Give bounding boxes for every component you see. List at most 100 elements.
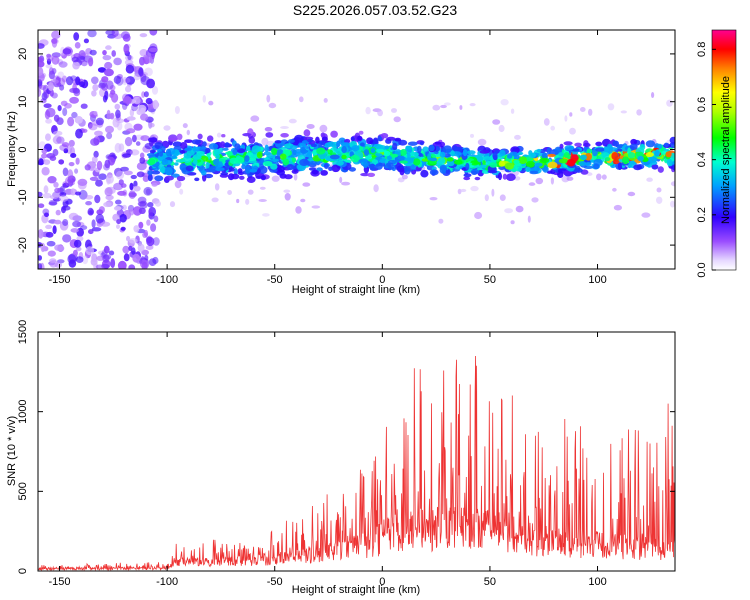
spectrogram-blob bbox=[299, 96, 304, 103]
spectrogram-blob bbox=[639, 144, 646, 151]
spectrogram-blob bbox=[128, 238, 138, 244]
spectrogram-blob bbox=[98, 82, 106, 89]
spectrogram-blob bbox=[81, 128, 88, 133]
spectrogram-blob bbox=[112, 117, 120, 128]
spectrogram-blob bbox=[133, 185, 141, 192]
spectrogram-blob bbox=[45, 231, 54, 238]
spectrogram-blob bbox=[50, 79, 59, 84]
spectrogram-blob bbox=[250, 154, 259, 159]
spectrogram-blob bbox=[192, 146, 197, 152]
spectrogram-blob bbox=[38, 255, 42, 261]
spectrogram-blob bbox=[539, 157, 550, 164]
spectrogram-blob bbox=[67, 254, 77, 264]
spectrogram-blob bbox=[89, 49, 97, 56]
spectrogram-blob bbox=[38, 66, 44, 76]
spectrogram-blob bbox=[300, 146, 306, 154]
spectrogram-blob bbox=[91, 156, 98, 164]
spectrogram-blob bbox=[129, 182, 134, 191]
spectrogram-blob bbox=[236, 198, 240, 204]
spectrogram-blob bbox=[375, 153, 383, 157]
spectrogram-blob bbox=[114, 103, 121, 110]
spectrogram-blob bbox=[164, 167, 173, 176]
spectrogram-blob bbox=[554, 146, 563, 154]
spectrogram-blob bbox=[622, 156, 630, 165]
spectrogram-blob bbox=[460, 188, 467, 193]
spectrogram-blob bbox=[438, 218, 444, 224]
spectrogram-blob bbox=[148, 209, 153, 219]
spectrogram-blob bbox=[651, 92, 655, 98]
spectrogram-y-axis: -20 -10 0 10 20 bbox=[17, 48, 675, 253]
spectrogram-blob bbox=[111, 30, 119, 37]
spectrogram-blob bbox=[474, 211, 483, 220]
colorbar-tick-label: 0.2 bbox=[696, 207, 708, 222]
spectrogram-blob bbox=[139, 200, 148, 209]
spectrogram-blob bbox=[612, 140, 619, 147]
spectrogram-blob bbox=[143, 186, 153, 196]
spectrogram-blob bbox=[47, 250, 56, 257]
spectrogram-blob bbox=[518, 156, 528, 165]
spectrogram-blob bbox=[509, 151, 518, 156]
spectrogram-blob bbox=[126, 128, 136, 134]
spectrogram-blob bbox=[113, 57, 122, 66]
spectrogram-blob bbox=[467, 150, 476, 155]
spectrogram-blob bbox=[284, 174, 293, 180]
spectrogram-blob bbox=[73, 32, 80, 41]
spectrogram-blob bbox=[510, 220, 515, 225]
spectrogram-blob bbox=[525, 166, 531, 172]
snr-x-tick-label: -50 bbox=[267, 576, 283, 588]
spectrogram-blob bbox=[282, 158, 290, 166]
spectrogram-blob bbox=[510, 108, 515, 114]
chart-title: S225.2026.057.03.52.G23 bbox=[292, 2, 458, 18]
spectrogram-blob bbox=[470, 185, 479, 192]
spectrogram-blob bbox=[38, 191, 43, 197]
spectrogram-blob bbox=[382, 150, 391, 157]
spectrogram-blob bbox=[44, 110, 51, 120]
spectrogram-x-tick-label: -150 bbox=[49, 274, 71, 286]
spectrogram-blob bbox=[207, 135, 214, 142]
spectrogram-blob bbox=[592, 163, 600, 170]
spectrogram-blob bbox=[429, 157, 438, 162]
spectrogram-blob bbox=[102, 254, 110, 263]
spectrogram-blob bbox=[159, 151, 164, 157]
spectrogram-blob bbox=[147, 202, 154, 208]
spectrogram-blob bbox=[125, 85, 132, 93]
spectrogram-blob bbox=[274, 140, 282, 144]
spectrogram-blob bbox=[91, 219, 96, 229]
spectrogram-blob bbox=[613, 204, 623, 211]
spectrogram-blob bbox=[139, 157, 146, 164]
spectrogram-blob bbox=[601, 152, 610, 159]
spectrogram-blob bbox=[56, 136, 65, 144]
spectrogram-blob bbox=[666, 99, 673, 107]
spectrogram-blob bbox=[175, 159, 186, 163]
spectrogram-blob bbox=[120, 226, 126, 231]
spectrogram-blob bbox=[67, 116, 75, 127]
spectrogram-blob bbox=[85, 201, 92, 206]
spectrogram-blob bbox=[140, 75, 151, 86]
colorbar-tick-label: 0.6 bbox=[696, 97, 708, 112]
spectrogram-blob bbox=[446, 157, 454, 162]
spectrogram-blob bbox=[197, 133, 203, 140]
colorbar-label: Normalized spectral amplitude bbox=[720, 76, 732, 224]
spectrogram-blob bbox=[366, 137, 374, 145]
spectrogram-blob bbox=[550, 177, 555, 185]
spectrogram-blob bbox=[191, 139, 202, 145]
spectrogram-y-axis-label: Frequency (Hz) bbox=[6, 111, 18, 187]
spectrogram-blob bbox=[66, 76, 74, 86]
spectrogram-x-tick-label: 50 bbox=[484, 274, 496, 286]
spectrogram-blob bbox=[607, 103, 615, 111]
spectrogram-blob bbox=[357, 135, 363, 141]
spectrogram-blob bbox=[331, 164, 341, 173]
spectrogram-y-tick-label: 0 bbox=[17, 146, 29, 152]
spectrogram-blob bbox=[584, 153, 593, 161]
spectrogram-blob bbox=[182, 123, 188, 129]
spectrogram-blob bbox=[41, 166, 50, 176]
spectrogram-blob bbox=[41, 92, 48, 101]
spectrogram-blob bbox=[95, 264, 105, 269]
spectrogram-y-tick-label: -10 bbox=[17, 189, 29, 205]
spectrogram-blob bbox=[221, 134, 226, 138]
spectrogram-blob bbox=[75, 76, 81, 86]
spectrogram-blob bbox=[492, 119, 501, 125]
spectrogram-blob bbox=[38, 229, 44, 239]
spectrogram-blob bbox=[39, 85, 47, 90]
spectrogram-blob bbox=[176, 133, 183, 140]
